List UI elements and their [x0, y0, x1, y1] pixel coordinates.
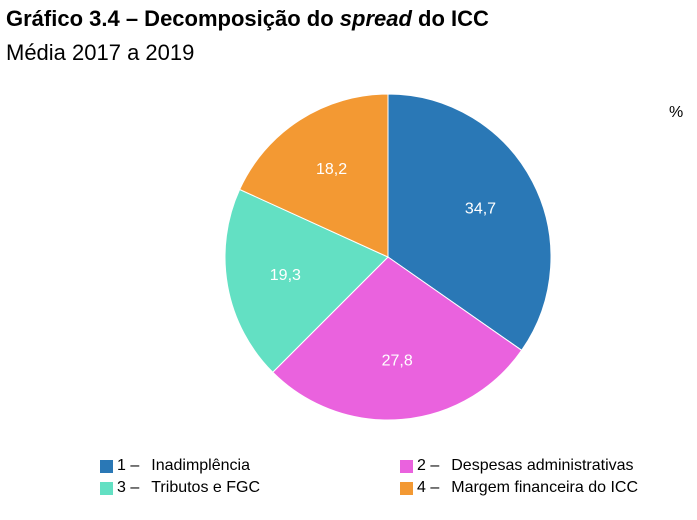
- chart-title: Gráfico 3.4 – Decomposição do spread do …: [6, 6, 489, 32]
- legend-swatch-3: [100, 481, 113, 495]
- pie-slice-4: [238, 93, 389, 258]
- pie-slice-label-4: 18,2: [316, 161, 347, 178]
- legend-number-4: 4 –: [417, 479, 440, 496]
- legend-label-4: Margem financeira do ICC: [451, 479, 638, 496]
- pie-slice-label-3: 19,3: [270, 267, 301, 284]
- pie-slice-1: [387, 93, 552, 352]
- legend-item-2: 2 – Despesas administrativas: [400, 456, 634, 476]
- legend-number-2: 2 –: [417, 457, 440, 474]
- legend: 1 – Inadimplência 2 – Despesas administr…: [100, 456, 690, 500]
- legend-swatch-2: [400, 459, 413, 473]
- pie-slice-label-2: 27,8: [382, 352, 413, 369]
- legend-swatch-4: [400, 481, 413, 495]
- pie-slice-2: [272, 256, 523, 421]
- chart-subtitle: Média 2017 a 2019: [6, 40, 195, 65]
- legend-number-3: 3 –: [117, 479, 140, 496]
- legend-label-2: Despesas administrativas: [451, 457, 634, 474]
- pie-slice-3: [224, 188, 389, 373]
- legend-label-1: Inadimplência: [151, 457, 250, 474]
- chart-title-emphasis: spread: [339, 6, 412, 31]
- legend-number-1: 1 –: [117, 457, 140, 474]
- pie-slice-label-1: 34,7: [465, 200, 496, 217]
- legend-item-3: 3 – Tributos e FGC: [100, 478, 260, 498]
- legend-item-4: 4 – Margem financeira do ICC: [400, 478, 638, 498]
- chart-title-suffix: do ICC: [411, 6, 489, 31]
- chart-title-prefix: Gráfico 3.4 – Decomposição do: [6, 6, 340, 31]
- legend-item-1: 1 – Inadimplência: [100, 456, 250, 476]
- unit-label: %: [669, 104, 684, 121]
- legend-swatch-1: [100, 459, 113, 473]
- legend-label-3: Tributos e FGC: [151, 479, 261, 496]
